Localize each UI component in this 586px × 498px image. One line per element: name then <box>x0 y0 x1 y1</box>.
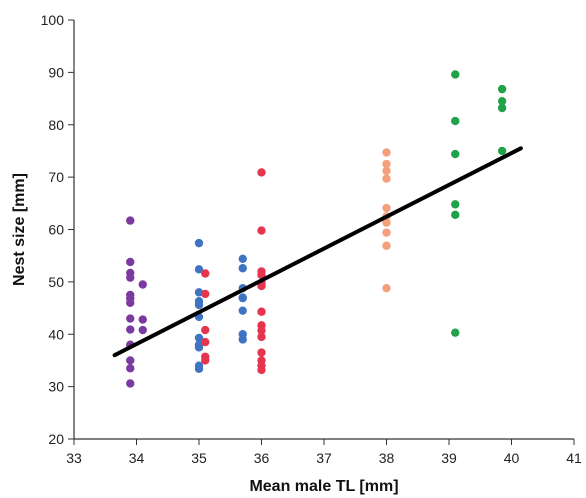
data-point <box>382 166 391 176</box>
series-2 <box>201 168 266 375</box>
y-tick-label: 60 <box>48 222 64 238</box>
regression-line-layer <box>112 146 523 358</box>
data-point <box>238 293 247 303</box>
x-tick-label: 41 <box>566 450 582 466</box>
data-point <box>201 325 210 335</box>
y-tick-label: 20 <box>48 431 64 447</box>
data-point <box>257 348 266 357</box>
data-points <box>126 70 507 388</box>
axes: 33 34 35 36 37 38 39 40 41 20 30 40 50 60 70 80 90 100 <box>41 12 582 466</box>
data-point <box>238 254 247 264</box>
data-point <box>382 218 391 227</box>
data-point <box>194 300 204 310</box>
data-point <box>126 216 135 225</box>
data-point <box>257 307 266 316</box>
data-point <box>194 238 204 248</box>
data-point <box>382 159 391 169</box>
x-tick-label: 34 <box>129 450 145 466</box>
x-tick-label: 38 <box>379 450 395 466</box>
x-tick-label: 37 <box>316 450 332 466</box>
x-tick-label: 40 <box>504 450 520 466</box>
data-point <box>497 103 507 113</box>
data-point <box>257 281 266 291</box>
data-point <box>257 332 266 342</box>
data-point <box>238 335 247 344</box>
x-tick-label: 36 <box>254 450 270 466</box>
data-point <box>382 174 391 183</box>
y-tick-label: 70 <box>48 169 64 185</box>
series-1 <box>194 238 247 374</box>
data-point <box>451 149 460 159</box>
x-tick-label: 33 <box>66 450 82 466</box>
data-point <box>194 343 204 352</box>
y-tick-label: 90 <box>48 64 64 80</box>
data-point <box>497 96 507 106</box>
x-tick-label: 35 <box>191 450 207 466</box>
data-point <box>497 146 507 156</box>
data-point <box>201 356 210 365</box>
data-point <box>201 269 210 278</box>
data-point <box>138 280 147 289</box>
data-point <box>382 148 391 157</box>
data-point <box>126 257 135 267</box>
data-point <box>194 364 204 374</box>
data-point <box>126 314 135 323</box>
data-point <box>382 228 391 237</box>
data-point <box>138 325 147 335</box>
data-point <box>126 298 135 308</box>
data-point <box>201 337 210 347</box>
data-point <box>257 226 266 235</box>
data-point <box>138 315 147 324</box>
data-point <box>451 70 460 79</box>
data-point <box>201 289 210 299</box>
y-tick-label: 50 <box>48 274 64 290</box>
data-point <box>451 210 460 220</box>
y-axis-title: Nest size [mm] <box>11 173 28 286</box>
data-point <box>126 325 135 334</box>
data-point <box>126 364 135 373</box>
series-4 <box>451 70 507 337</box>
data-point <box>451 200 460 209</box>
y-tick-label: 30 <box>48 379 64 395</box>
data-point <box>382 241 391 250</box>
data-point <box>194 333 204 343</box>
y-tick-label: 40 <box>48 326 64 342</box>
data-point <box>257 326 266 335</box>
regression-line <box>112 146 523 358</box>
series-0 <box>126 216 147 388</box>
data-point <box>126 356 135 365</box>
data-point <box>126 379 135 388</box>
data-point <box>238 306 247 315</box>
data-point <box>126 273 135 282</box>
data-point <box>257 168 266 177</box>
data-point <box>238 264 247 273</box>
series-3 <box>382 148 391 293</box>
data-point <box>194 265 204 274</box>
x-tick-label: 39 <box>441 450 457 466</box>
data-point <box>382 203 391 213</box>
data-point <box>451 116 460 126</box>
data-point <box>382 283 391 293</box>
data-point <box>497 84 507 94</box>
data-point <box>257 365 266 375</box>
x-axis-title: Mean male TL [mm] <box>249 478 398 495</box>
y-tick-label: 100 <box>41 12 65 28</box>
y-tick-label: 80 <box>48 117 64 133</box>
data-point <box>451 328 460 337</box>
